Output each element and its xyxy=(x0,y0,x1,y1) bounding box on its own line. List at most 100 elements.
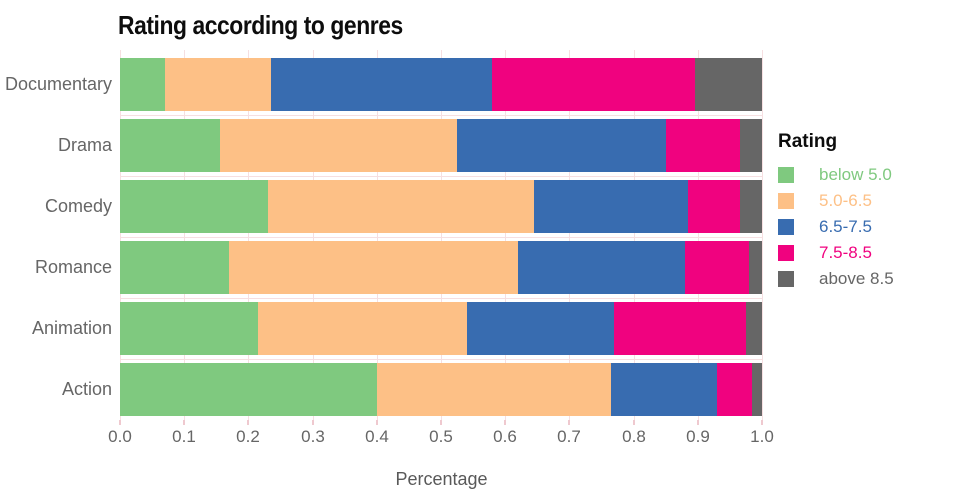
x-axis-title: Percentage xyxy=(395,469,488,489)
bar-segment xyxy=(752,362,762,416)
bar-segment xyxy=(717,362,753,416)
tick-mark xyxy=(119,420,121,425)
tick-mark xyxy=(504,420,506,425)
bar-segment xyxy=(164,57,271,111)
tick-mark xyxy=(697,420,699,425)
legend-item: 7.5-8.5 xyxy=(778,240,948,266)
gridline xyxy=(120,114,762,116)
gridline xyxy=(120,297,762,299)
bar-segment xyxy=(120,240,230,294)
legend-swatch-icon xyxy=(778,271,794,287)
gridline xyxy=(313,50,314,420)
gridline xyxy=(377,50,378,420)
bar-segment xyxy=(258,301,467,355)
y-axis-label: Drama xyxy=(57,135,112,155)
tick-mark xyxy=(633,420,635,425)
y-axis-label: Animation xyxy=(31,318,112,338)
bar-segment xyxy=(270,57,493,111)
bar-segment xyxy=(614,301,746,355)
legend-swatch-icon xyxy=(778,219,794,235)
legend-item: above 8.5 xyxy=(778,266,948,292)
legend-label: above 8.5 xyxy=(819,269,894,288)
bar-segment xyxy=(120,118,220,172)
bar-row xyxy=(120,179,762,233)
legend-items: below 5.0 5.0-6.5 6.5-7.5 7.5-8.5 above 8.5 xyxy=(778,162,948,292)
bar-segment xyxy=(739,118,762,172)
tick-mark xyxy=(440,420,442,425)
bar-segment xyxy=(665,118,740,172)
legend-label: 5.0-6.5 xyxy=(819,191,872,210)
tick-mark xyxy=(568,420,570,425)
legend-item: below 5.0 xyxy=(778,162,948,188)
bar-segment xyxy=(120,301,259,355)
y-axis-label: Action xyxy=(61,379,112,399)
gridline xyxy=(569,50,570,420)
gridline xyxy=(441,50,442,420)
legend-label: 6.5-7.5 xyxy=(819,217,872,236)
legend-item: 6.5-7.5 xyxy=(778,214,948,240)
gridline xyxy=(120,236,762,238)
gridline xyxy=(634,50,635,420)
gridline xyxy=(120,358,762,360)
gridline xyxy=(248,50,249,420)
plot-panel xyxy=(119,50,763,425)
gridline xyxy=(184,50,185,420)
x-axis-tick-label: 0.5 xyxy=(429,427,453,446)
x-axis-tick-label: 0.0 xyxy=(108,427,132,446)
bar-segment xyxy=(120,179,268,233)
bar-row xyxy=(120,57,762,111)
x-axis-tick-label: 0.9 xyxy=(686,427,710,446)
tick-mark xyxy=(376,420,378,425)
legend-swatch-icon xyxy=(778,193,794,209)
bar-row xyxy=(120,301,762,355)
tick-mark xyxy=(247,420,249,425)
y-axis-label: Romance xyxy=(34,257,112,277)
tick-mark xyxy=(183,420,185,425)
gridline xyxy=(120,175,762,177)
chart-title: Rating according to genres xyxy=(118,10,403,40)
x-axis-tick-label: 0.4 xyxy=(365,427,389,446)
tick-mark xyxy=(312,420,314,425)
bar-row xyxy=(120,118,762,172)
bar-segment xyxy=(120,362,377,416)
bar-segment xyxy=(267,179,535,233)
legend-item: 5.0-6.5 xyxy=(778,188,948,214)
x-axis-tick-label: 0.7 xyxy=(557,427,581,446)
bar-row xyxy=(120,362,762,416)
bar-segment xyxy=(466,301,615,355)
x-axis-tick-label: 1.0 xyxy=(750,427,774,446)
bar-segment xyxy=(745,301,762,355)
gridline xyxy=(505,50,506,420)
gridline xyxy=(120,50,121,420)
x-axis-tick-label: 0.8 xyxy=(622,427,646,446)
y-axis-label: Documentary xyxy=(4,74,112,94)
bar-segment xyxy=(376,362,612,416)
legend-label: below 5.0 xyxy=(819,165,892,184)
bar-segment xyxy=(120,57,165,111)
bar-segment xyxy=(739,179,762,233)
bar-segment xyxy=(684,240,750,294)
bar-row xyxy=(120,240,762,294)
x-axis-tick-label: 0.1 xyxy=(172,427,196,446)
bar-segment xyxy=(457,118,666,172)
tick-mark xyxy=(761,420,763,425)
x-axis-tick-label: 0.6 xyxy=(493,427,517,446)
bar-segment xyxy=(219,118,458,172)
bar-segment xyxy=(534,179,689,233)
legend-swatch-icon xyxy=(778,245,794,261)
bar-segment xyxy=(611,362,718,416)
bar-segment xyxy=(518,240,685,294)
bar-segment xyxy=(694,57,762,111)
gridline xyxy=(698,50,699,420)
bar-segment xyxy=(749,240,762,294)
x-axis-tick-label: 0.2 xyxy=(236,427,260,446)
bar-segment xyxy=(688,179,740,233)
bar-segment xyxy=(229,240,519,294)
bar-segment xyxy=(492,57,695,111)
gridline xyxy=(762,50,763,420)
legend-swatch-icon xyxy=(778,167,794,183)
x-axis-tick-label: 0.3 xyxy=(301,427,325,446)
legend-label: 7.5-8.5 xyxy=(819,243,872,262)
legend-title: Rating xyxy=(778,131,838,152)
